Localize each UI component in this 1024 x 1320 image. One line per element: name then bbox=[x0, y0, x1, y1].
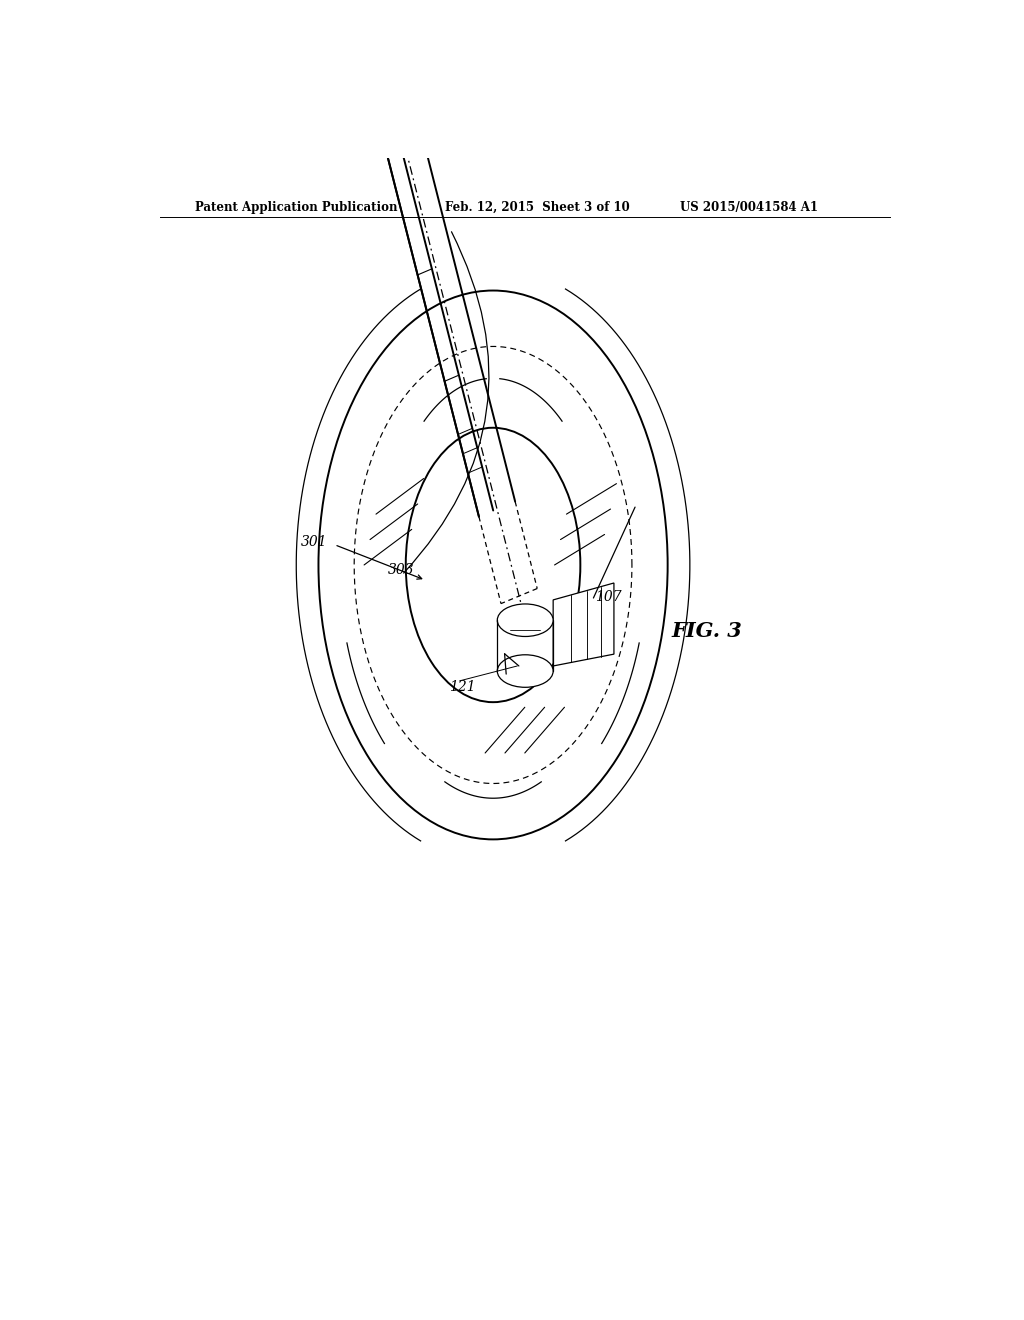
Ellipse shape bbox=[406, 428, 581, 702]
Polygon shape bbox=[553, 583, 614, 667]
Text: 303: 303 bbox=[388, 564, 415, 577]
Text: Feb. 12, 2015  Sheet 3 of 10: Feb. 12, 2015 Sheet 3 of 10 bbox=[445, 201, 630, 214]
Text: 121: 121 bbox=[450, 680, 476, 694]
Text: 107: 107 bbox=[595, 590, 622, 605]
Text: Patent Application Publication: Patent Application Publication bbox=[196, 201, 398, 214]
Ellipse shape bbox=[498, 655, 553, 688]
Ellipse shape bbox=[318, 290, 668, 840]
Text: 301: 301 bbox=[301, 535, 328, 549]
Text: FIG. 3: FIG. 3 bbox=[672, 620, 742, 642]
Ellipse shape bbox=[498, 605, 553, 636]
Text: US 2015/0041584 A1: US 2015/0041584 A1 bbox=[680, 201, 817, 214]
